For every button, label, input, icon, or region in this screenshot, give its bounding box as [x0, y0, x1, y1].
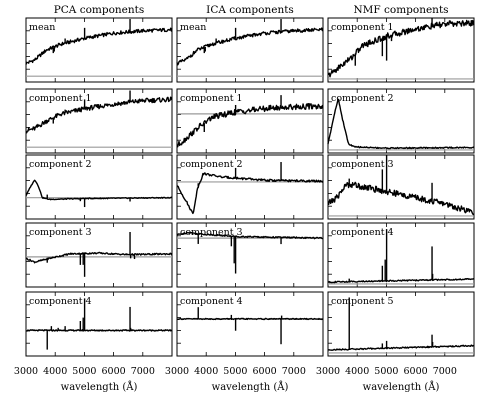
panel-label: mean	[29, 22, 55, 33]
panel-label: component 3	[331, 159, 394, 170]
panel-label: component 3	[180, 227, 243, 238]
x-tick-label: 4000	[345, 366, 369, 377]
x-tick-label: 6000	[102, 366, 126, 377]
panel-label: component 2	[29, 159, 92, 170]
spectrum-panel: component 5	[327, 291, 475, 357]
x-axis-label: wavelength (Å)	[363, 381, 440, 393]
panel-label: component 2	[180, 159, 243, 170]
x-tick-label: 6000	[404, 366, 428, 377]
spectrum-line	[176, 102, 324, 148]
panel-label: component 4	[29, 296, 92, 307]
spectrum-panel: component 1	[25, 88, 173, 154]
x-tick-label: 4000	[194, 366, 218, 377]
panel-frame	[176, 154, 324, 220]
spectrum-line	[25, 96, 173, 134]
spectrum-panel: component 3	[25, 222, 173, 288]
spectrum-panel: component 4	[176, 291, 324, 357]
panel-frame	[327, 154, 475, 220]
panel-label: component 1	[180, 93, 243, 104]
x-tick-label: 7000	[282, 366, 306, 377]
panel-frame	[25, 154, 173, 220]
panel-frame	[176, 17, 324, 83]
panel-frame	[176, 88, 324, 154]
spectrum-panel: component 1	[327, 17, 475, 83]
spectrum-line	[327, 19, 475, 78]
x-tick-label: 6000	[253, 366, 277, 377]
panel-frame	[327, 222, 475, 288]
panel-frame	[327, 291, 475, 357]
panel-label: component 4	[180, 296, 243, 307]
x-tick-label: 3000	[14, 366, 38, 377]
x-tick-label: 7000	[433, 366, 457, 377]
panel-frame	[25, 291, 173, 357]
panel-frame	[327, 88, 475, 154]
spectrum-line	[327, 98, 475, 150]
spectrum-panel: component 4	[327, 222, 475, 288]
panel-label: component 4	[331, 227, 394, 238]
spectrum-line	[176, 231, 324, 240]
x-axis-label: wavelength (Å)	[61, 381, 138, 393]
x-tick-label: 5000	[72, 366, 96, 377]
spectrum-line	[25, 251, 173, 264]
panel-frame	[176, 291, 324, 357]
spectrum-panel: component 2	[25, 154, 173, 220]
panel-frame	[327, 17, 475, 83]
x-tick-label: 7000	[131, 366, 155, 377]
spectrum-line	[25, 329, 173, 332]
panel-label: component 1	[29, 93, 92, 104]
x-tick-label: 5000	[374, 366, 398, 377]
spectrum-line	[176, 317, 324, 321]
spectrum-line	[25, 179, 173, 201]
x-tick-label: 4000	[43, 366, 67, 377]
column-title: NMF components	[353, 4, 448, 16]
column-title: PCA components	[54, 4, 145, 16]
x-tick-label: 3000	[165, 366, 189, 377]
spectrum-panel: component 1	[176, 88, 324, 154]
panel-label: component 5	[331, 296, 394, 307]
x-axis-label: wavelength (Å)	[212, 381, 289, 393]
spectrum-line	[176, 27, 324, 66]
spectrum-panel: component 2	[176, 154, 324, 220]
spectrum-line	[327, 277, 475, 284]
x-tick-label: 3000	[316, 366, 340, 377]
spectrum-panel: mean	[25, 17, 173, 83]
spectrum-panel: component 3	[176, 222, 324, 288]
panel-label: component 3	[29, 227, 92, 238]
panel-frame	[25, 17, 173, 83]
panel-label: component 1	[331, 22, 394, 33]
spectrum-line	[327, 181, 475, 216]
column-title: ICA components	[206, 4, 294, 16]
spectrum-line	[176, 172, 324, 215]
x-tick-label: 5000	[223, 366, 247, 377]
spectrum-panel: component 2	[327, 88, 475, 154]
spectrum-panel: component 4	[25, 291, 173, 357]
spectrum-line	[25, 27, 173, 65]
spectrum-line	[327, 344, 474, 351]
panel-label: component 2	[331, 93, 394, 104]
spectrum-panel: component 3	[327, 154, 475, 220]
panel-frame	[25, 222, 173, 288]
panel-label: mean	[180, 22, 206, 33]
spectrum-panel: mean	[176, 17, 324, 83]
